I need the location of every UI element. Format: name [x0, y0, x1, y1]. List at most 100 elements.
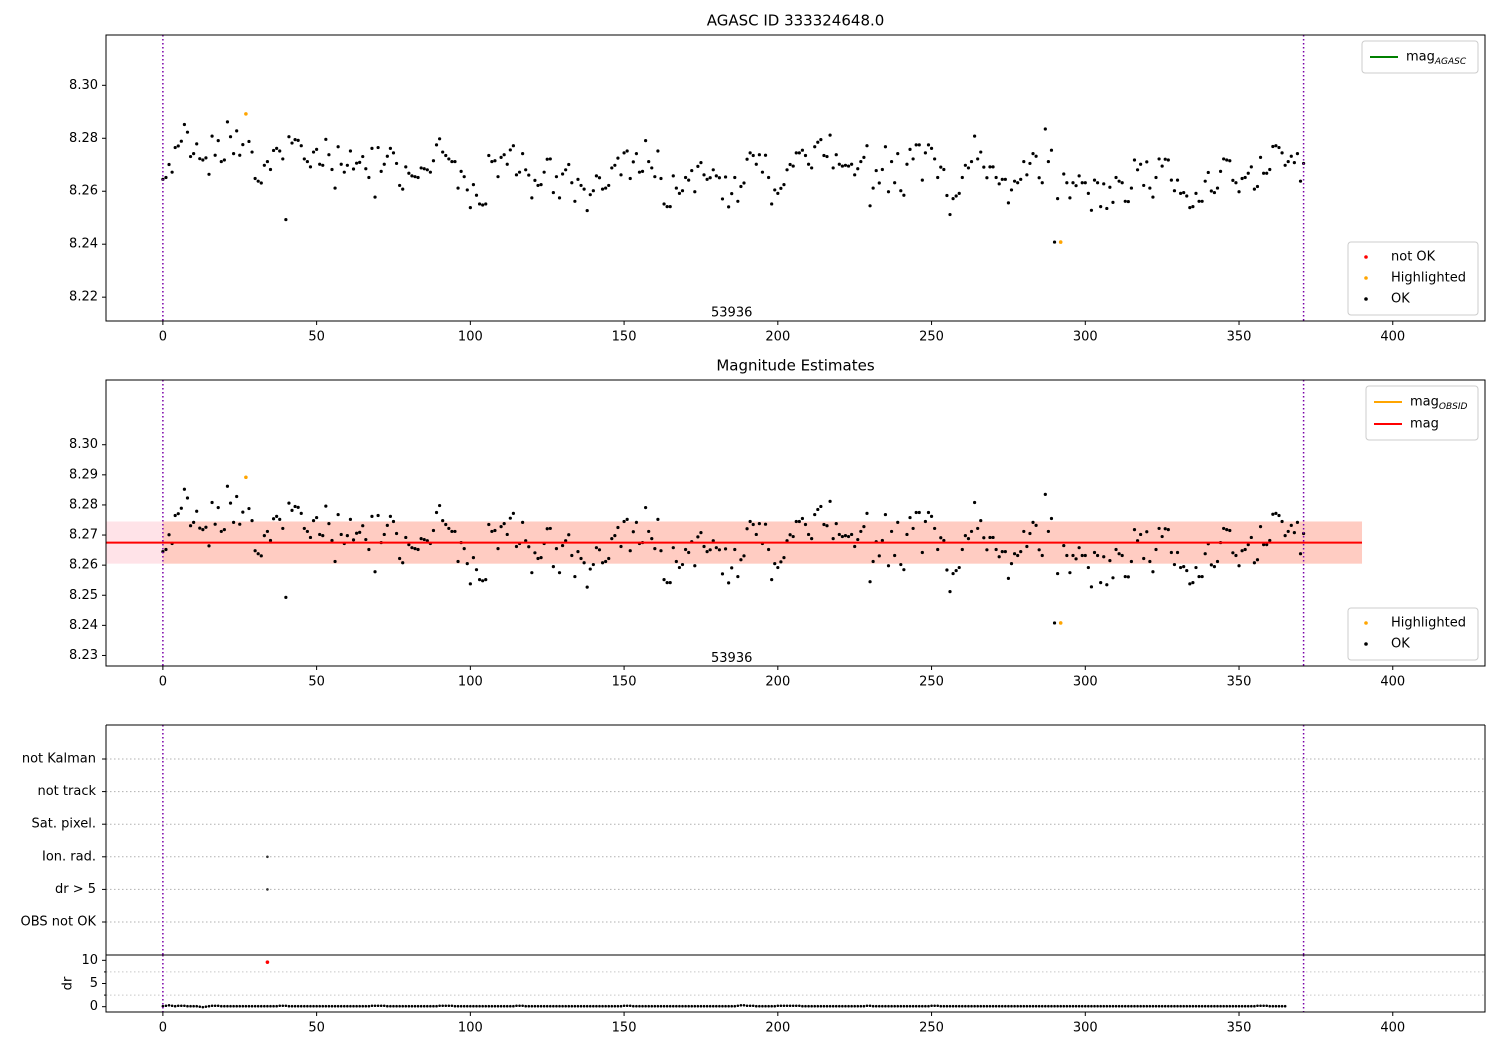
dr-point	[364, 1004, 368, 1008]
ok-point	[1237, 564, 1241, 568]
ok-point	[330, 538, 334, 543]
dr-point	[336, 1004, 340, 1008]
ok-point	[1268, 538, 1272, 543]
ok-point	[1154, 175, 1158, 180]
dr-point	[1271, 1004, 1275, 1008]
ok-point	[622, 519, 626, 524]
dr-point	[997, 1004, 1001, 1008]
ok-point	[238, 153, 242, 157]
dr-point	[176, 1004, 180, 1008]
ok-point	[748, 519, 752, 524]
ok-point	[1025, 544, 1029, 549]
dr-point	[798, 1004, 801, 1008]
ok-point	[1185, 194, 1189, 198]
dr-point	[558, 1004, 561, 1008]
ok-point	[496, 175, 500, 179]
dr-point	[881, 1004, 884, 1008]
ok-point	[1016, 553, 1020, 558]
ok-point	[530, 571, 534, 575]
dr-point	[1203, 1004, 1207, 1008]
dr-point	[899, 1004, 903, 1008]
ok-point	[727, 581, 731, 585]
ok-point	[179, 506, 183, 510]
ok-point	[1139, 162, 1143, 166]
ok-point	[591, 189, 595, 193]
ok-point	[803, 522, 808, 527]
dr-point	[413, 1004, 417, 1008]
ok-point	[308, 535, 313, 540]
dr-point	[392, 1004, 395, 1008]
ok-point	[514, 544, 519, 549]
ok-point	[997, 555, 1001, 559]
ok-point	[926, 143, 931, 147]
dr-point	[1096, 1004, 1099, 1008]
dr-point	[287, 1004, 291, 1008]
ok-point	[419, 166, 423, 170]
ok-point	[1065, 181, 1069, 185]
ok-point	[727, 205, 731, 209]
dr-point	[1016, 1004, 1019, 1008]
ok-point	[1132, 158, 1137, 162]
dr-point	[976, 1004, 979, 1008]
ok-point	[536, 183, 540, 188]
dr-point	[884, 1004, 887, 1008]
dr-point	[711, 1004, 715, 1008]
dr-point	[342, 1004, 346, 1008]
ok-point	[859, 529, 863, 534]
ok-point	[164, 175, 168, 180]
ok-point	[625, 149, 629, 153]
ok-point	[806, 162, 811, 166]
ok-point	[1182, 190, 1186, 195]
ok-point	[637, 170, 642, 174]
ok-point	[751, 522, 755, 527]
ok-point	[1071, 553, 1075, 558]
ok-point	[616, 156, 620, 160]
dr-point	[588, 1004, 592, 1008]
dr-point	[312, 1004, 315, 1008]
dr-point	[702, 1004, 706, 1008]
dr-point	[263, 1004, 266, 1008]
ok-point	[1228, 528, 1232, 533]
dr-point	[472, 1004, 475, 1008]
ok-point	[198, 157, 202, 161]
ok-point	[696, 164, 700, 168]
dr-point	[871, 1004, 875, 1008]
ok-point	[560, 543, 565, 548]
x-tick-label: 50	[308, 675, 325, 690]
ok-point	[336, 512, 340, 517]
ok-point	[481, 203, 485, 207]
ok-point	[717, 176, 722, 180]
ok-point	[327, 153, 331, 157]
dr-point	[776, 1004, 780, 1008]
dr-point	[742, 1003, 746, 1007]
ok-point	[933, 157, 937, 161]
ok-point	[342, 170, 346, 174]
ok-point	[447, 526, 451, 531]
ok-point	[1280, 151, 1284, 155]
ok-point	[1012, 179, 1017, 183]
legend-label: OK	[1391, 637, 1410, 652]
dr-point	[733, 1004, 737, 1008]
ok-point	[330, 167, 334, 172]
ok-point	[1009, 188, 1014, 192]
ok-point	[1169, 178, 1173, 182]
dr-point	[619, 1004, 623, 1008]
dr-point	[1157, 1004, 1161, 1008]
ok-point	[434, 510, 439, 515]
dr-point	[1022, 1004, 1026, 1008]
ok-point	[883, 512, 888, 517]
ok-point	[1037, 176, 1041, 180]
ok-point	[1200, 199, 1204, 203]
ok-point	[1145, 160, 1149, 164]
ok-point	[1163, 157, 1167, 161]
y-tick-label: 10	[81, 953, 98, 968]
ok-point	[1274, 511, 1278, 515]
ok-point	[782, 183, 786, 187]
ok-point	[361, 154, 365, 159]
ok-point	[1080, 553, 1084, 558]
ok-point	[585, 585, 589, 589]
ok-point	[813, 512, 817, 517]
dr-point	[1139, 1004, 1142, 1008]
dr-point	[579, 1004, 583, 1008]
ok-point	[582, 561, 586, 565]
